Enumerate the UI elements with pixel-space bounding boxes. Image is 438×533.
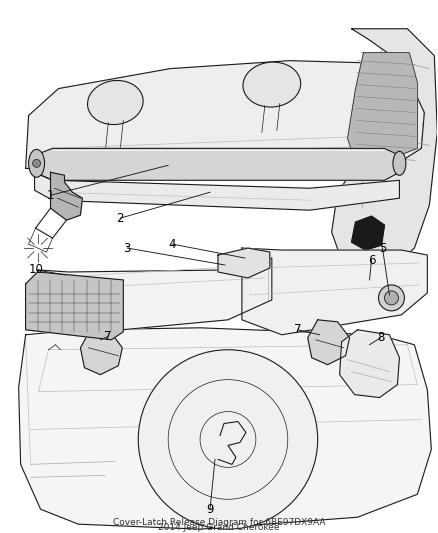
Text: 10: 10: [29, 263, 44, 277]
Polygon shape: [19, 328, 431, 529]
Circle shape: [138, 350, 318, 529]
Text: 1: 1: [47, 189, 54, 201]
Text: 5: 5: [379, 241, 386, 255]
Text: 8: 8: [377, 332, 384, 344]
Polygon shape: [81, 330, 122, 375]
Polygon shape: [39, 258, 272, 335]
Text: 4: 4: [168, 238, 176, 251]
Polygon shape: [35, 148, 399, 180]
Polygon shape: [242, 248, 427, 335]
Ellipse shape: [88, 80, 143, 125]
Polygon shape: [218, 248, 270, 278]
Ellipse shape: [393, 151, 406, 175]
Ellipse shape: [28, 149, 45, 177]
Polygon shape: [25, 272, 124, 340]
Text: 9: 9: [206, 503, 214, 516]
Circle shape: [378, 285, 404, 311]
Text: 7: 7: [104, 330, 111, 343]
Ellipse shape: [243, 62, 301, 107]
Text: 7: 7: [294, 324, 301, 336]
Polygon shape: [25, 61, 424, 172]
Text: 3: 3: [124, 241, 131, 255]
Polygon shape: [352, 216, 385, 250]
Circle shape: [32, 159, 41, 167]
Polygon shape: [332, 29, 437, 272]
Text: Cover-Latch Release Diagram for 6BE97DX9AA: Cover-Latch Release Diagram for 6BE97DX9…: [113, 518, 325, 527]
Text: 6: 6: [368, 254, 375, 266]
Polygon shape: [308, 320, 350, 365]
Polygon shape: [50, 172, 82, 220]
Polygon shape: [348, 53, 417, 168]
Text: 2: 2: [117, 212, 124, 224]
Text: 2014 Jeep Grand Cherokee: 2014 Jeep Grand Cherokee: [158, 523, 280, 532]
Circle shape: [385, 291, 399, 305]
Polygon shape: [35, 172, 399, 210]
Polygon shape: [339, 330, 399, 398]
